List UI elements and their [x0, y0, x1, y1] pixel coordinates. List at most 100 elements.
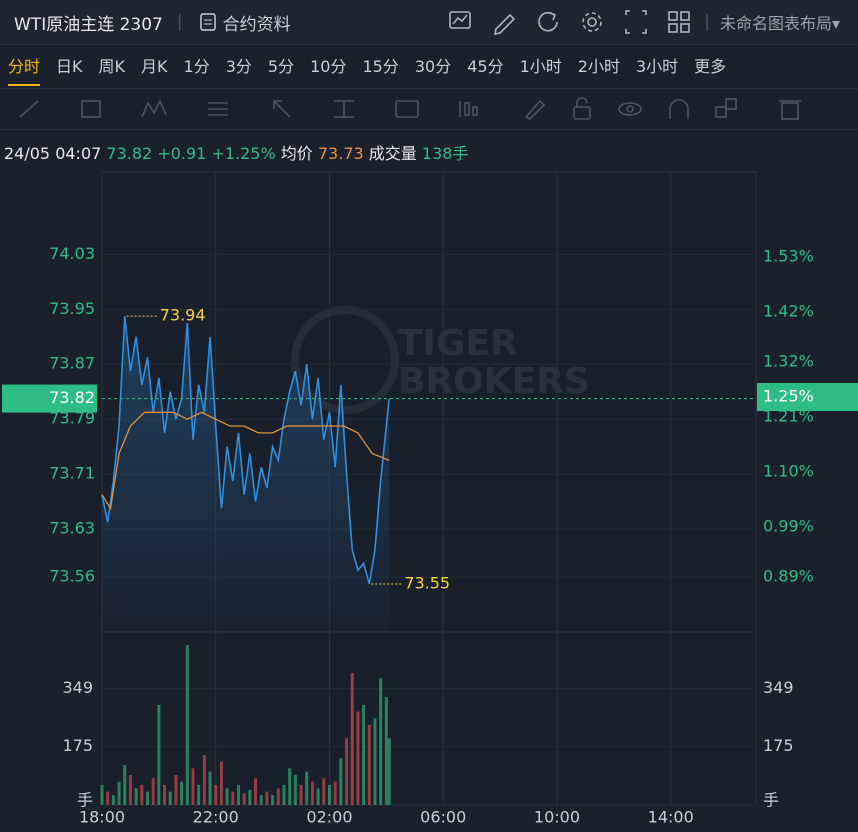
layout-menu[interactable]: 未命名图表布局▾ [719, 14, 840, 33]
volume-bar [367, 725, 371, 805]
symbol-title[interactable]: WTI原油主连 2307 [14, 14, 163, 35]
separator: | [176, 12, 183, 32]
price-line [101, 316, 390, 585]
x-tick-label: 22:00 [193, 808, 239, 827]
volume-bar [106, 791, 110, 805]
volume-bar [191, 768, 195, 805]
volume-tick-label: 349 [763, 678, 794, 697]
volume-bar [180, 781, 184, 805]
volume-bar [123, 765, 127, 805]
watermark-text: BROKERS [398, 361, 590, 402]
volume-tick-label: 175 [763, 736, 794, 755]
volume-bar [197, 785, 201, 805]
volume-bar [117, 781, 121, 805]
volume-bar [310, 781, 314, 805]
volume: 138手 [421, 144, 469, 163]
volume-tick-label: 手 [77, 791, 93, 810]
volume-tick-label: 175 [62, 736, 93, 755]
volume-bar [225, 788, 229, 805]
tab[interactable]: 1小时 [519, 57, 562, 76]
tab[interactable]: 分时 [0, 45, 48, 88]
volume-bar [134, 788, 138, 805]
volume-bar [248, 790, 252, 805]
volume-bar [305, 771, 309, 805]
volume-bar [254, 778, 258, 805]
x-tick-label: 14:00 [648, 808, 694, 827]
volume-bar [202, 755, 206, 805]
volume-bar [231, 791, 235, 805]
average-line [101, 411, 390, 511]
volume-bar [128, 775, 132, 805]
info-button[interactable]: 合约资料 [222, 14, 291, 35]
volume-bar [299, 785, 303, 805]
tab[interactable]: 月K [141, 57, 168, 76]
volume-bar [345, 738, 349, 805]
volume-bar [384, 697, 388, 805]
y-tick-label: 73.56 [49, 567, 95, 586]
tab[interactable]: 3小时 [635, 57, 679, 76]
last-pct-label: 1.25% [763, 387, 814, 406]
volume-bar [356, 711, 360, 805]
volume-bar [219, 761, 223, 805]
y2-tick-label: 1.53% [763, 247, 814, 266]
volume-bar [208, 771, 212, 805]
x-tick-label: 10:00 [534, 808, 580, 827]
toolbar-icons [449, 10, 691, 36]
volume-bar [111, 795, 115, 805]
tab[interactable]: 更多 [694, 57, 727, 76]
volume-bar [362, 705, 366, 805]
tab[interactable]: 10分 [310, 57, 347, 76]
change-pct: +1.25% [211, 144, 276, 163]
volume-bar [265, 791, 269, 805]
volume-tick-label: 349 [62, 678, 93, 697]
y2-tick-label: 1.10% [763, 462, 814, 481]
y2-tick-label: 1.32% [763, 352, 814, 371]
y2-tick-label: 1.21% [763, 407, 814, 426]
y2-tick-label: 0.89% [763, 567, 814, 586]
tab[interactable]: 45分 [467, 57, 504, 76]
volume-bar [140, 785, 144, 805]
volume-bar [259, 795, 263, 805]
watermark-text: TIGER [398, 323, 518, 364]
volume-bar [163, 785, 167, 805]
doc-icon [199, 13, 216, 31]
tab[interactable]: 1分 [183, 57, 210, 76]
avg-label: 均价 [280, 144, 313, 163]
layout-name[interactable]: 未命名图表布局 [719, 14, 832, 33]
tab[interactable]: 周K [98, 57, 126, 76]
volume-bar [168, 791, 172, 805]
tab[interactable]: 30分 [414, 57, 452, 76]
volume-bar [236, 785, 240, 805]
price: 73.82 [106, 144, 153, 163]
volume-bar [174, 775, 178, 805]
tab[interactable]: 5分 [267, 57, 295, 76]
volume-bar [214, 785, 218, 805]
volume-bar [145, 791, 149, 805]
y-tick-label: 74.03 [49, 244, 95, 263]
y-tick-label: 73.87 [49, 354, 95, 373]
volume-bar [185, 645, 189, 805]
volume-bar [327, 785, 331, 805]
tab[interactable]: 3分 [225, 57, 252, 76]
y2-tick-label: 0.99% [763, 517, 814, 536]
tab[interactable]: 2小时 [577, 57, 620, 76]
low-label: 73.55 [404, 573, 450, 592]
price-area [102, 316, 390, 632]
volume-bar [293, 775, 297, 805]
tab[interactable]: 日K [56, 57, 83, 76]
volume-bar [100, 785, 104, 805]
last-pct-badge [757, 383, 858, 411]
timeframe-tabs: 分时 日K 周K 月K 1分 3分 5分 10分 15分 30分 45分 1小时 2小时 3小时 更多 [0, 45, 858, 89]
tab[interactable]: 15分 [362, 57, 399, 76]
volume-bar [157, 705, 161, 805]
volume-bar [387, 738, 391, 805]
volume-bar [276, 788, 280, 805]
volume-bar [373, 718, 377, 805]
volume-bar [322, 778, 326, 805]
volume-label: 成交量 [368, 144, 417, 163]
volume-bar [350, 673, 354, 805]
volume-bar [271, 795, 275, 805]
